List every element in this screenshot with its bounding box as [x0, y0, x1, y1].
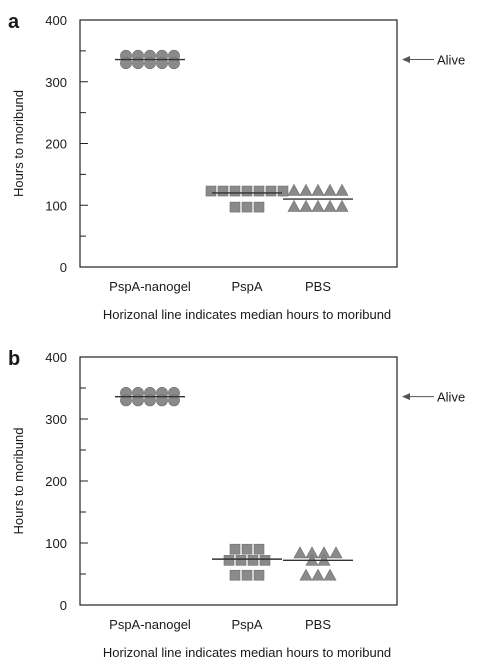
panel-letter: a: [8, 11, 20, 33]
data-point: [287, 183, 301, 196]
data-point: [323, 183, 337, 196]
series-pspa: [205, 185, 289, 213]
alive-annotation: Alive: [437, 390, 465, 405]
series-pspa: [212, 543, 282, 581]
category-label: PspA: [231, 617, 262, 632]
data-point: [323, 568, 337, 581]
data-point: [323, 199, 337, 212]
y-tick-label: 300: [45, 412, 67, 427]
data-point: [132, 57, 144, 70]
data-point: [253, 569, 265, 581]
data-point: [247, 555, 259, 566]
y-tick-label: 200: [45, 137, 67, 152]
data-point: [156, 57, 168, 70]
data-point: [259, 555, 271, 566]
data-point: [144, 394, 156, 407]
series-pbs: [283, 183, 353, 212]
data-point: [293, 546, 307, 559]
data-point: [335, 199, 349, 212]
y-tick-label: 0: [60, 260, 67, 275]
category-label: PBS: [305, 617, 331, 632]
y-tick-label: 400: [45, 13, 67, 28]
data-point: [205, 185, 217, 197]
data-point: [168, 394, 180, 407]
data-point: [229, 185, 241, 197]
data-point: [120, 57, 132, 70]
data-point: [241, 543, 253, 555]
y-tick-label: 300: [45, 75, 67, 90]
data-point: [120, 394, 132, 407]
y-axis-label: Hours to moribund: [11, 428, 26, 535]
data-point: [168, 57, 180, 70]
data-point: [229, 569, 241, 581]
data-point: [132, 394, 144, 407]
data-point: [265, 185, 277, 197]
data-point: [299, 183, 313, 196]
data-point: [329, 546, 343, 559]
data-point: [253, 185, 265, 197]
y-axis-label: Hours to moribund: [11, 90, 26, 197]
data-point: [299, 568, 313, 581]
data-point: [277, 185, 289, 197]
median-note: Horizonal line indicates median hours to…: [103, 645, 391, 660]
data-point: [241, 185, 253, 197]
alive-annotation: Alive: [437, 53, 465, 68]
series-pspa-nanogel: [115, 49, 185, 70]
alive-arrow-head: [402, 56, 410, 64]
data-point: [217, 185, 229, 197]
category-label: PspA: [231, 279, 262, 294]
y-tick-label: 200: [45, 474, 67, 489]
series-pspa-nanogel: [115, 387, 185, 407]
data-point: [156, 394, 168, 407]
data-point: [144, 57, 156, 70]
category-label: PBS: [305, 279, 331, 294]
data-point: [335, 183, 349, 196]
data-point: [235, 555, 247, 566]
data-point: [241, 569, 253, 581]
data-point: [241, 201, 253, 213]
y-tick-label: 100: [45, 536, 67, 551]
panel-a: a 0 100 200 300 400 Hours to moribund PspA-nano…: [8, 11, 465, 322]
data-point: [311, 199, 325, 212]
data-point: [311, 183, 325, 196]
series-pbs: [283, 546, 353, 581]
data-point: [253, 543, 265, 555]
data-point: [299, 199, 313, 212]
panel-letter: b: [8, 348, 20, 370]
category-label: PspA-nanogel: [109, 279, 191, 294]
y-tick-label: 100: [45, 198, 67, 213]
data-point: [229, 201, 241, 213]
panel-b: b 0 100 200 300 400 Hours to moribund PspA-nano…: [8, 348, 465, 660]
y-tick-label: 400: [45, 350, 67, 365]
alive-arrow-head: [402, 393, 410, 401]
median-note: Horizonal line indicates median hours to…: [103, 307, 391, 322]
data-point: [223, 555, 235, 566]
data-point: [229, 543, 241, 555]
data-point: [311, 568, 325, 581]
data-point: [287, 199, 301, 212]
category-label: PspA-nanogel: [109, 617, 191, 632]
y-tick-label: 0: [60, 598, 67, 613]
data-point: [253, 201, 265, 213]
